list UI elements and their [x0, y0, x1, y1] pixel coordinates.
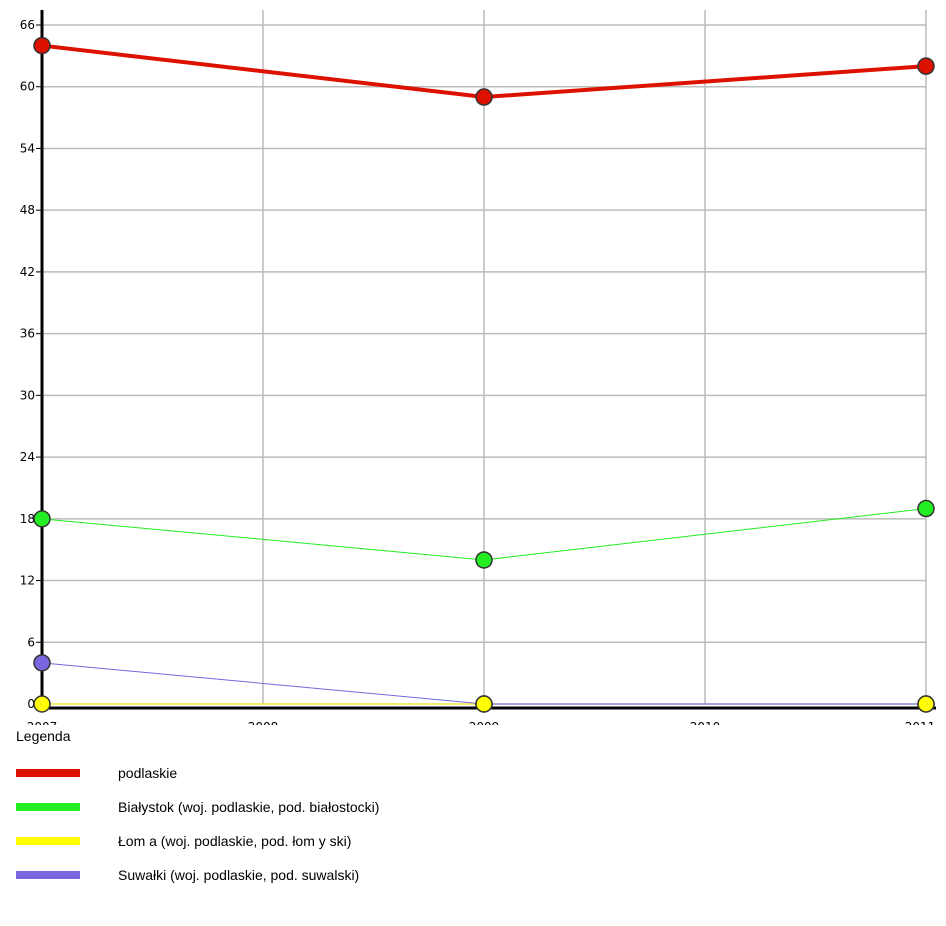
- y-tick-label-6: 6: [27, 635, 35, 649]
- y-tick-label-18: 18: [20, 512, 35, 526]
- data-point-0-1: [475, 88, 493, 106]
- axes: [36, 10, 936, 710]
- data-point-0-2: [917, 57, 935, 75]
- data-point-1-2: [917, 499, 935, 518]
- data-points: [33, 36, 935, 713]
- grid: [41, 10, 927, 705]
- y-tick-label-0: 0: [27, 697, 35, 711]
- legend-swatch-bialystok: [16, 803, 80, 811]
- y-tick-label-66: 66: [20, 18, 35, 32]
- y-tick-label-36: 36: [20, 327, 35, 341]
- legend-label-lomza: Łom a (woj. podlaskie, pod. łom y ski): [118, 833, 352, 849]
- legend-label-suwalki: Suwałki (woj. podlaskie, pod. suwalski): [118, 867, 360, 883]
- y-tick-label-42: 42: [20, 265, 35, 279]
- legend-label-bialystok: Białystok (woj. podlaskie, pod. białosto…: [118, 799, 380, 815]
- x-tick-label-2007: 2007: [27, 720, 58, 725]
- y-tick-label-24: 24: [20, 450, 35, 464]
- y-tick-label-60: 60: [20, 80, 35, 94]
- y-tick-label-30: 30: [20, 388, 35, 402]
- data-point-3-0: [33, 654, 51, 672]
- x-tick-label-2008: 2008: [248, 720, 279, 725]
- data-point-2-2: [917, 695, 935, 713]
- legend-swatch-lomza: [16, 837, 80, 845]
- data-point-0-0: [33, 36, 51, 55]
- legend-item-bialystok: Białystok (woj. podlaskie, pod. białosto…: [16, 790, 379, 824]
- legend-label-podlaskie: podlaskie: [118, 765, 178, 781]
- y-tick-label-54: 54: [20, 141, 35, 155]
- legend-item-podlaskie: podlaskie: [16, 756, 379, 790]
- legend-swatch-podlaskie: [16, 769, 80, 777]
- legend-swatch-suwalki: [16, 871, 80, 879]
- tick-labels: 0 6 12 18 24 30 36 42 48 54 60 66 2007 2008 2009 2010 20…: [20, 18, 936, 725]
- x-tick-label-2009: 2009: [469, 720, 500, 725]
- data-point-1-1: [475, 551, 493, 569]
- data-point-1-0: [33, 510, 51, 528]
- legend-title: Legenda: [16, 728, 71, 744]
- legend-item-suwalki: Suwałki (woj. podlaskie, pod. suwalski): [16, 858, 379, 892]
- data-point-2-0: [33, 695, 51, 713]
- line-chart: 0 6 12 18 24 30 36 42 48 54 60 66 2007 2008 2009 2010 20…: [20, 10, 936, 725]
- y-tick-label-12: 12: [20, 574, 35, 588]
- y-tick-label-48: 48: [20, 203, 35, 217]
- data-point-2-1: [475, 695, 493, 713]
- x-tick-label-2011: 2011: [905, 720, 936, 725]
- legend-item-lomza: Łom a (woj. podlaskie, pod. łom y ski): [16, 824, 379, 858]
- legend: Legenda podlaskie Białystok (woj. podlas…: [16, 728, 379, 892]
- x-tick-label-2010: 2010: [690, 720, 721, 725]
